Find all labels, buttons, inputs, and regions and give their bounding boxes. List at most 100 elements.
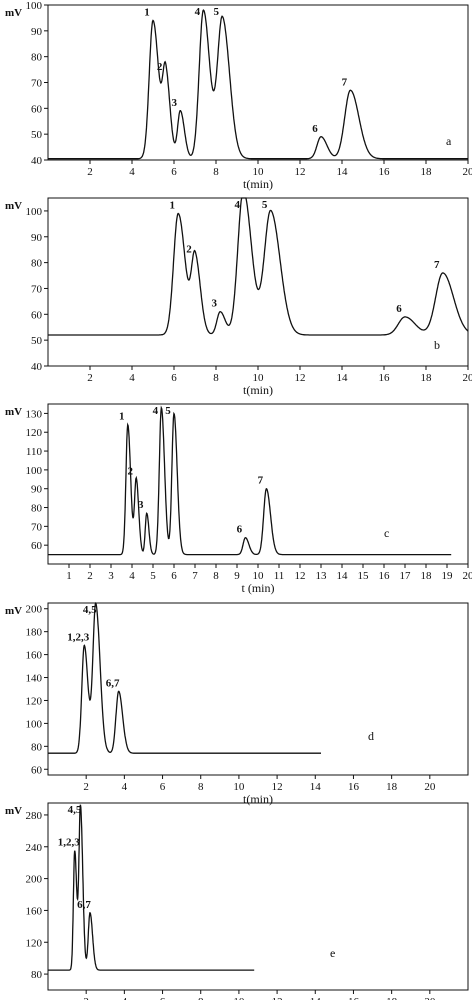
- plot-frame: [47, 4, 469, 161]
- x-tick-label: 18: [386, 996, 398, 1000]
- x-tick-label: 10: [253, 372, 265, 384]
- y-tick-label: 160: [26, 905, 43, 917]
- x-tick-label: 14: [310, 781, 322, 793]
- peak-label: 1: [144, 7, 150, 19]
- x-tick-label: 2: [87, 166, 93, 178]
- y-tick-label: 70: [31, 283, 43, 295]
- x-tick-label: 16: [379, 166, 391, 178]
- x-axis-label: t (min): [242, 581, 275, 595]
- x-tick-label: 12: [272, 781, 283, 793]
- peak-label: 1: [119, 411, 125, 423]
- x-tick-label: 20: [463, 570, 472, 582]
- peak-label: 7: [434, 259, 440, 271]
- y-axis-label: mV: [5, 406, 22, 418]
- x-tick-label: 14: [337, 166, 349, 178]
- y-tick-label: 40: [31, 361, 43, 373]
- y-tick-label: 60: [31, 309, 43, 321]
- x-tick-label: 12: [295, 166, 306, 178]
- plot-frame: [47, 197, 469, 367]
- peak-label: 4: [153, 405, 159, 417]
- panel-letter: b: [434, 338, 440, 352]
- x-tick-label: 12: [295, 372, 306, 384]
- y-tick-label: 100: [26, 465, 43, 477]
- y-tick-label: 80: [31, 741, 43, 753]
- x-tick-label: 6: [171, 166, 177, 178]
- peak-label: 6: [396, 303, 402, 315]
- plot-frame: [47, 802, 469, 991]
- panel-letter: c: [384, 526, 389, 540]
- peak-label: 2: [157, 61, 163, 73]
- y-tick-label: 110: [26, 446, 43, 458]
- x-tick-label: 8: [213, 372, 219, 384]
- y-tick-label: 80: [31, 52, 43, 64]
- x-tick-label: 6: [160, 996, 166, 1000]
- x-tick-label: 15: [358, 570, 370, 582]
- peak-label: 6,7: [106, 677, 120, 689]
- y-tick-label: 90: [31, 26, 43, 38]
- peak-label: 4,5: [68, 804, 82, 816]
- x-tick-label: 20: [424, 781, 436, 793]
- y-tick-label: 80: [31, 969, 43, 981]
- y-tick-label: 200: [26, 874, 43, 886]
- x-tick-label: 1: [66, 570, 72, 582]
- y-tick-label: 60: [31, 103, 43, 115]
- peak-label: 6,7: [77, 899, 91, 911]
- x-tick-label: 18: [421, 372, 433, 384]
- chromatogram-trace: [48, 9, 468, 160]
- x-axis-label: t(min): [243, 792, 273, 806]
- x-tick-label: 7: [192, 570, 198, 582]
- peak-label: 3: [211, 298, 217, 310]
- y-tick-label: 40: [31, 155, 43, 167]
- y-tick-label: 70: [31, 78, 43, 90]
- chromatogram-trace: [48, 601, 321, 754]
- x-tick-label: 2: [83, 996, 89, 1000]
- peak-label: 1,2,3: [58, 837, 81, 849]
- peak-label: 5: [262, 199, 268, 211]
- peak-label: 4,5: [83, 604, 97, 616]
- x-tick-label: 6: [171, 372, 177, 384]
- x-tick-label: 19: [442, 570, 454, 582]
- x-tick-label: 2: [83, 781, 89, 793]
- x-tick-label: 4: [129, 166, 135, 178]
- peak-label: 7: [342, 76, 348, 88]
- y-tick-label: 120: [26, 695, 43, 707]
- x-tick-label: 8: [213, 570, 219, 582]
- peak-label: 2: [127, 465, 133, 477]
- x-tick-label: 5: [150, 570, 156, 582]
- x-tick-label: 16: [379, 570, 391, 582]
- chromatogram-trace: [48, 405, 452, 556]
- peak-label: 4: [195, 6, 201, 18]
- y-tick-label: 70: [31, 521, 43, 533]
- x-tick-label: 20: [463, 372, 472, 384]
- y-tick-label: 280: [26, 810, 43, 822]
- peak-label: 6: [237, 524, 243, 536]
- x-tick-label: 3: [108, 570, 114, 582]
- x-tick-label: 12: [272, 996, 283, 1000]
- chart-panel-b: 2 4 6 8 10 12 14 16 18 20405060708090100mVt(min)1…: [5, 197, 472, 397]
- peak-label: 1,2,3: [67, 631, 90, 643]
- x-tick-label: 14: [337, 570, 349, 582]
- x-tick-label: 14: [310, 996, 322, 1000]
- y-tick-label: 50: [31, 335, 43, 347]
- y-tick-label: 90: [31, 484, 43, 496]
- peak-label: 7: [258, 475, 264, 487]
- y-tick-label: 100: [26, 206, 43, 218]
- panel-letter: e: [330, 946, 335, 960]
- y-tick-label: 100: [26, 718, 43, 730]
- y-tick-label: 60: [31, 764, 43, 776]
- x-tick-label: 10: [253, 166, 265, 178]
- y-axis-label: mV: [5, 200, 22, 212]
- chart-panel-c: 1 2 3 4 5 6 7 8 9 10 11 12 13 14 15 16 17 18 19 20607080901…: [5, 403, 472, 595]
- x-tick-label: 8: [198, 996, 204, 1000]
- y-tick-label: 200: [26, 604, 43, 616]
- panel-letter: d: [368, 729, 374, 743]
- chart-panel-d: 2 4 6 8 10 12 14 16 18 20 60 80 100 120 140 160 180 200 mV…: [5, 601, 469, 806]
- x-tick-label: 8: [198, 781, 204, 793]
- x-tick-label: 18: [386, 781, 398, 793]
- chart-panel-a: 2 4 6 8 10 12 14 16 18 20405060708090100mVt(min)1…: [5, 0, 472, 191]
- x-tick-label: 6: [160, 781, 166, 793]
- y-tick-label: 90: [31, 232, 43, 244]
- x-tick-label: 4: [122, 781, 128, 793]
- x-tick-label: 9: [234, 570, 240, 582]
